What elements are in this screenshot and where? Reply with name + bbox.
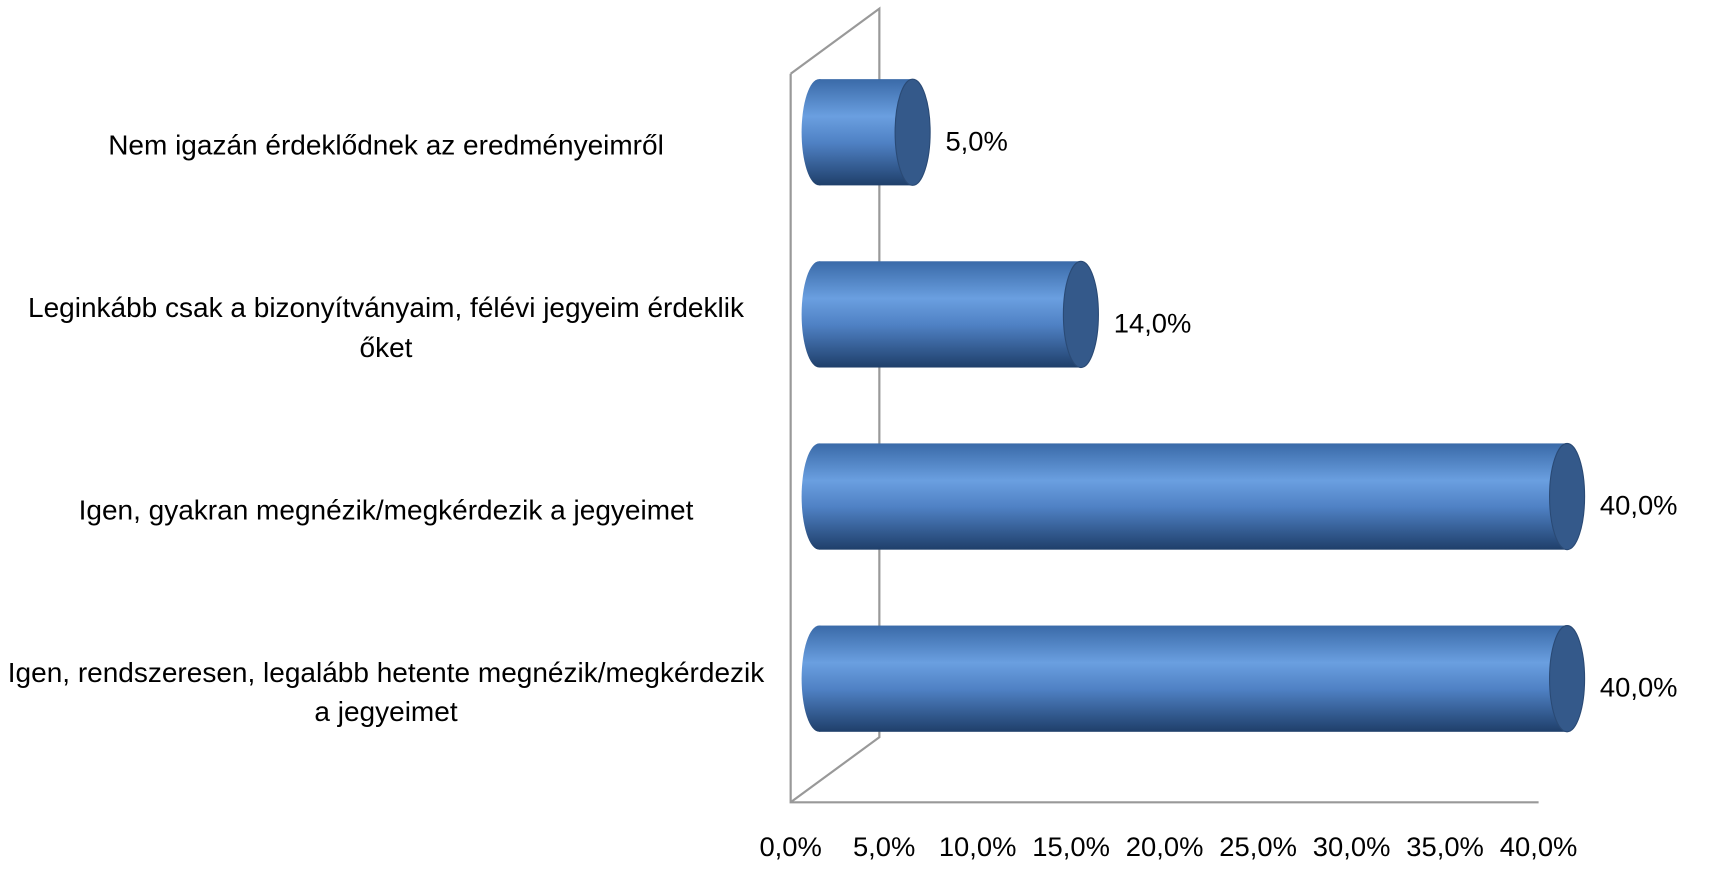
category-label: Nem igazán érdeklődnek az eredményeimről: [108, 129, 664, 161]
value-label: 14,0%: [1114, 308, 1192, 339]
x-tick-label: 10,0%: [939, 831, 1017, 862]
category-label: Igen, rendszeresen, legalább hetente meg…: [7, 656, 765, 727]
category-label: Leginkább csak a bizonyítványaim, félévi…: [28, 292, 744, 363]
bar: [801, 260, 1099, 369]
bar-cap: [1062, 260, 1099, 369]
x-tick-label: 25,0%: [1219, 831, 1297, 862]
bar-cap: [1548, 442, 1586, 551]
x-tick-label: 35,0%: [1406, 831, 1484, 862]
bar-body: [819, 261, 1081, 368]
x-tick-label: 15,0%: [1032, 831, 1110, 862]
x-tick-label: 20,0%: [1126, 831, 1204, 862]
bar: [801, 442, 1586, 551]
axes-frame: [789, 6, 1539, 804]
bar-body: [819, 443, 1568, 550]
value-label: 40,0%: [1600, 672, 1678, 703]
x-tick-label: 40,0%: [1500, 831, 1578, 862]
bar-body: [819, 625, 1568, 732]
bar-cap: [1548, 625, 1586, 733]
x-tick-label: 5,0%: [853, 831, 915, 862]
value-label: 40,0%: [1600, 490, 1678, 521]
x-tick-label: 30,0%: [1313, 831, 1391, 862]
value-label: 5,0%: [945, 125, 1007, 156]
bar-cap: [894, 78, 931, 186]
back-wall: [790, 6, 881, 804]
category-label: Igen, gyakran megnézik/megkérdezik a jeg…: [78, 493, 694, 525]
bar: [801, 78, 931, 186]
x-tick-label: 0,0%: [759, 831, 821, 862]
bar: [801, 625, 1586, 733]
